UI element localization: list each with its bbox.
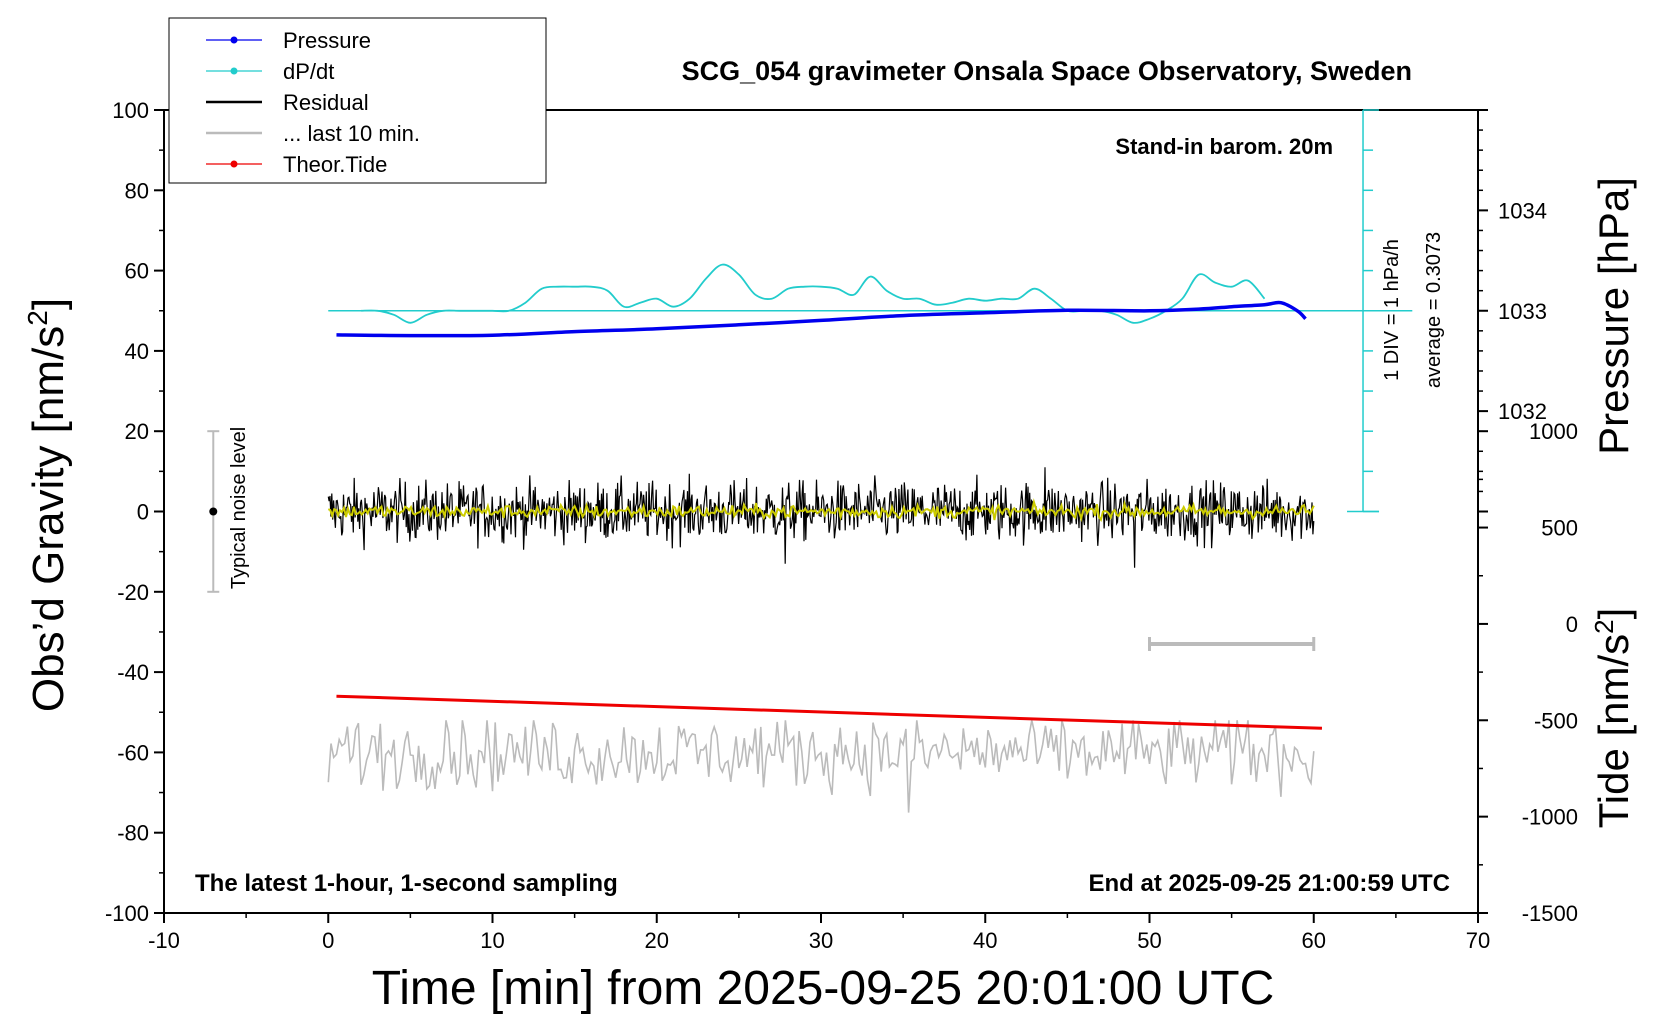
axes-group: -10 0 10 20 30 40 50 60 70-100-80-60-40-20020406… xyxy=(105,98,1578,953)
barometer-note: Stand-in barom. 20m xyxy=(1115,134,1333,159)
chart-title: SCG_054 gravimeter Onsala Space Observat… xyxy=(682,56,1412,86)
legend-label: Theor.Tide xyxy=(283,152,387,177)
pressure-tick-label: 1032 xyxy=(1498,399,1547,424)
y-tick-label: 100 xyxy=(112,98,149,123)
x-tick-label: 60 xyxy=(1302,928,1326,953)
x-tick-label: 50 xyxy=(1137,928,1161,953)
y-axis-label-left-close: ] xyxy=(24,298,73,310)
y-tick-label: -80 xyxy=(117,821,149,846)
residual-smoothed-line xyxy=(327,498,1315,523)
y-axis-label-tide-sup: 2 xyxy=(1589,619,1619,633)
x-tick-label: 20 xyxy=(645,928,669,953)
y-tick-label: -60 xyxy=(117,740,149,765)
annotations-group xyxy=(207,109,1380,651)
y-axis-label-left-sup: 2 xyxy=(22,310,53,326)
tide-tick-label: 0 xyxy=(1566,612,1578,637)
tide-tick-label: -1000 xyxy=(1522,805,1578,830)
x-tick-label: -10 xyxy=(148,928,180,953)
y-tick-label: -100 xyxy=(105,901,149,926)
series-group xyxy=(327,263,1413,813)
y-tick-label: 40 xyxy=(125,339,149,364)
average-label: average = 0.3073 xyxy=(1423,232,1445,388)
y-tick-label: -40 xyxy=(117,660,149,685)
x-tick-label: 40 xyxy=(973,928,997,953)
tide-tick-label: 500 xyxy=(1541,516,1578,541)
tide-tick-label: -500 xyxy=(1534,708,1578,733)
y-axis-label-tide-close: ] xyxy=(1590,608,1637,620)
legend-box xyxy=(168,17,547,184)
y-tick-label: 60 xyxy=(125,259,149,284)
theor-tide-line xyxy=(336,694,1323,730)
legend-label: Residual xyxy=(283,90,369,115)
x-tick-label: 30 xyxy=(809,928,833,953)
pressure-line xyxy=(336,300,1307,338)
x-tick-label: 70 xyxy=(1466,928,1490,953)
residual-line xyxy=(327,467,1315,568)
y-axis-label-left: Obs’d Gravity [nm/s2] xyxy=(22,298,73,712)
y-tick-label: 80 xyxy=(125,178,149,203)
legend-marker xyxy=(230,160,238,168)
legend-marker xyxy=(230,36,238,44)
y-tick-label: 0 xyxy=(137,500,149,525)
x-tick-label: 10 xyxy=(480,928,504,953)
dpdt-line xyxy=(361,263,1266,324)
pressure-tick-label: 1033 xyxy=(1498,299,1547,324)
div-label: 1 DIV = 1 hPa/h xyxy=(1381,239,1403,381)
legend-label: ... last 10 min. xyxy=(283,121,420,146)
x-axis-label: Time [min] from 2025-09-25 20:01:00 UTC xyxy=(372,962,1275,1015)
y-axis-label-tide: Tide [nm/s2] xyxy=(1589,608,1637,829)
y-tick-label: 20 xyxy=(125,419,149,444)
y-axis-label-tide-text: Tide [nm/s xyxy=(1590,634,1637,829)
pressure-tick-label: 1034 xyxy=(1498,198,1547,223)
y-tick-label: -20 xyxy=(117,580,149,605)
x-tick-label: 0 xyxy=(322,928,334,953)
legend-label: dP/dt xyxy=(283,59,334,84)
legend-marker xyxy=(230,67,238,75)
tide-tick-label: 1000 xyxy=(1529,419,1578,444)
last-10-min-line xyxy=(327,720,1315,813)
y-axis-label-pressure: Pressure [hPa] xyxy=(1590,177,1637,455)
noise-level-dot xyxy=(209,507,218,516)
tide-tick-label: -1500 xyxy=(1522,901,1578,926)
legend-items: Pressure dP/dt Residual ... last 10 min. The… xyxy=(206,28,420,177)
legend: Pressure dP/dt Residual ... last 10 min. The… xyxy=(168,17,547,184)
legend-label: Pressure xyxy=(283,28,371,53)
y-axis-label-left-text: Obs’d Gravity [nm/s xyxy=(24,326,73,712)
bottom-right-note: End at 2025-09-25 21:00:59 UTC xyxy=(1089,870,1451,897)
noise-level-label: Typical noise level xyxy=(228,427,250,589)
bottom-left-note: The latest 1-hour, 1-second sampling xyxy=(195,870,618,897)
